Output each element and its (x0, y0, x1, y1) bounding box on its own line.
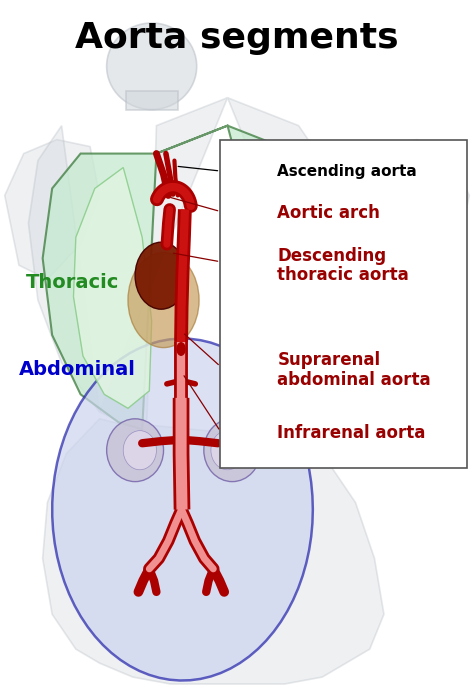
Polygon shape (52, 339, 313, 681)
Polygon shape (28, 98, 417, 426)
Ellipse shape (107, 419, 164, 482)
Text: Ascending aorta: Ascending aorta (277, 163, 417, 179)
Polygon shape (126, 91, 178, 110)
Ellipse shape (128, 253, 199, 348)
Polygon shape (374, 140, 469, 279)
Text: Abdominal: Abdominal (19, 360, 136, 380)
Text: Infrarenal aorta: Infrarenal aorta (277, 424, 426, 442)
Text: Thoracic: Thoracic (26, 273, 119, 292)
Polygon shape (5, 140, 100, 279)
Polygon shape (43, 419, 384, 684)
Ellipse shape (123, 431, 156, 470)
Text: Aortic arch: Aortic arch (277, 204, 380, 222)
Ellipse shape (204, 419, 261, 482)
Text: Descending
thoracic aorta: Descending thoracic aorta (277, 246, 409, 284)
Ellipse shape (176, 342, 186, 356)
Ellipse shape (107, 23, 197, 110)
Ellipse shape (211, 431, 244, 470)
Polygon shape (43, 126, 379, 429)
Ellipse shape (135, 242, 187, 309)
Polygon shape (73, 168, 152, 408)
Text: Suprarenal
abdominal aorta: Suprarenal abdominal aorta (277, 351, 431, 389)
FancyBboxPatch shape (220, 140, 467, 468)
Polygon shape (225, 188, 270, 408)
Text: Aorta segments: Aorta segments (75, 21, 399, 55)
